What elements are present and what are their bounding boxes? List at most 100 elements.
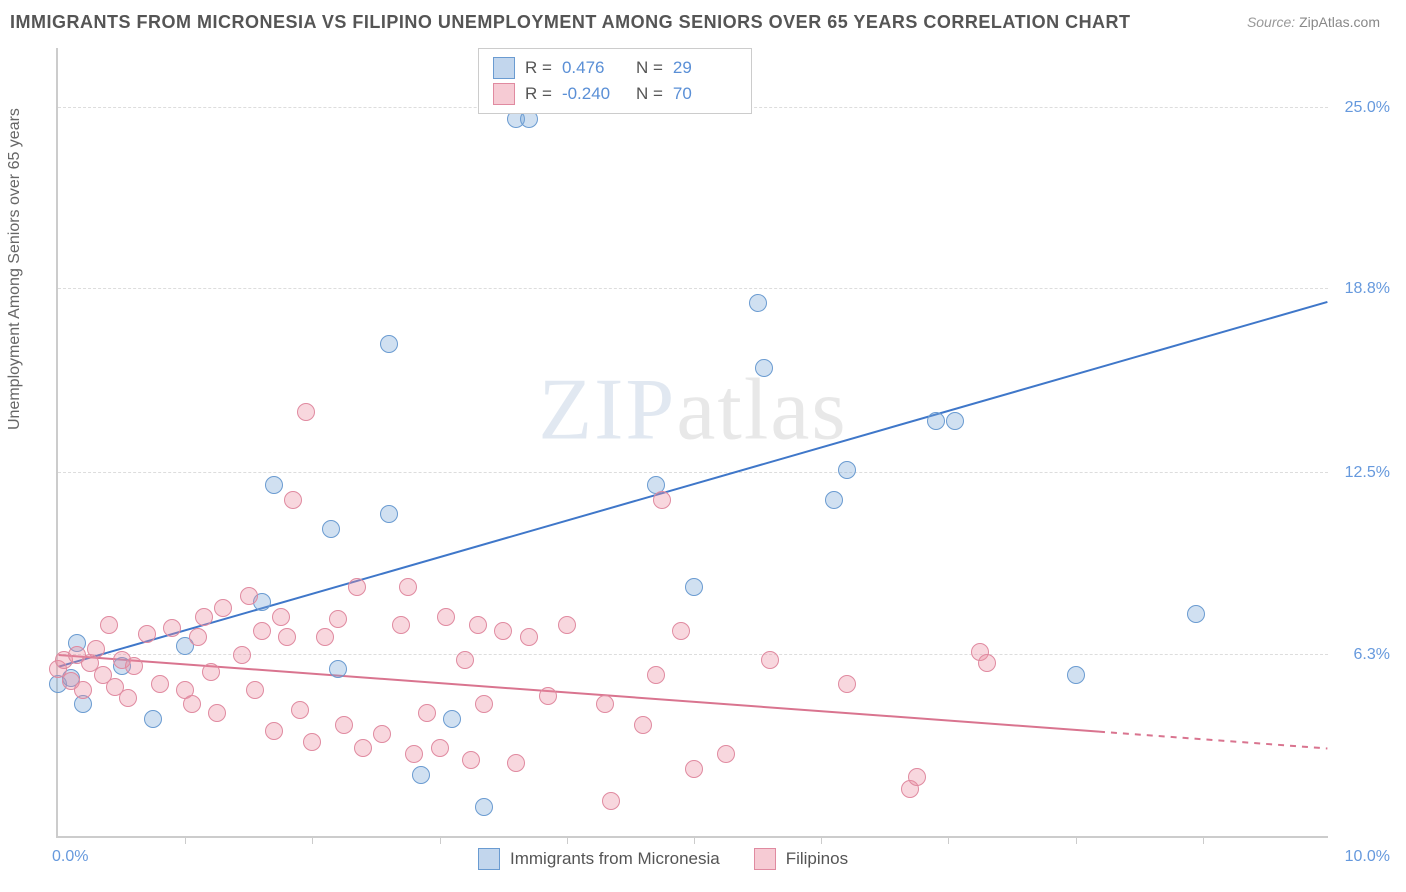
scatter-point-pink <box>761 651 779 669</box>
scatter-point-blue <box>412 766 430 784</box>
x-tick <box>1076 836 1077 844</box>
x-axis-min-label: 0.0% <box>52 848 88 866</box>
series-legend: Immigrants from Micronesia Filipinos <box>478 848 848 870</box>
n-value-pink: 70 <box>673 84 737 104</box>
r-value-pink: -0.240 <box>562 84 626 104</box>
scatter-point-blue <box>265 476 283 494</box>
r-value-blue: 0.476 <box>562 58 626 78</box>
x-axis-max-label: 10.0% <box>1345 848 1390 866</box>
scatter-point-pink <box>978 654 996 672</box>
scatter-point-pink <box>437 608 455 626</box>
scatter-point-pink <box>253 622 271 640</box>
scatter-point-pink <box>456 651 474 669</box>
scatter-point-pink <box>208 704 226 722</box>
scatter-point-pink <box>189 628 207 646</box>
scatter-point-blue <box>380 335 398 353</box>
scatter-point-blue <box>329 660 347 678</box>
scatter-point-pink <box>214 599 232 617</box>
scatter-point-blue <box>443 710 461 728</box>
y-tick-label: 6.3% <box>1354 646 1390 664</box>
r-label: R = <box>525 84 552 104</box>
x-tick <box>185 836 186 844</box>
plot-area: ZIPatlas 6.3%12.5%18.8%25.0% 0.0% 10.0% … <box>56 48 1328 838</box>
scatter-point-pink <box>717 745 735 763</box>
scatter-point-pink <box>233 646 251 664</box>
scatter-point-pink <box>316 628 334 646</box>
scatter-point-pink <box>348 578 366 596</box>
swatch-blue <box>493 57 515 79</box>
scatter-point-blue <box>475 798 493 816</box>
trend-lines <box>58 48 1328 836</box>
scatter-point-pink <box>908 768 926 786</box>
n-value-blue: 29 <box>673 58 737 78</box>
scatter-point-pink <box>284 491 302 509</box>
scatter-point-pink <box>462 751 480 769</box>
scatter-point-blue <box>1187 605 1205 623</box>
scatter-point-pink <box>329 610 347 628</box>
scatter-point-pink <box>100 616 118 634</box>
gridline: 18.8% <box>58 288 1328 289</box>
y-axis-label: Unemployment Among Seniors over 65 years <box>6 108 24 430</box>
scatter-point-blue <box>144 710 162 728</box>
scatter-point-pink <box>685 760 703 778</box>
y-tick-label: 25.0% <box>1345 99 1390 117</box>
scatter-point-pink <box>475 695 493 713</box>
y-tick-label: 18.8% <box>1345 280 1390 298</box>
scatter-point-pink <box>634 716 652 734</box>
scatter-point-pink <box>418 704 436 722</box>
x-tick <box>312 836 313 844</box>
scatter-point-pink <box>163 619 181 637</box>
scatter-point-pink <box>246 681 264 699</box>
chart-title: IMMIGRANTS FROM MICRONESIA VS FILIPINO U… <box>10 12 1131 33</box>
legend-item-blue: Immigrants from Micronesia <box>478 848 720 870</box>
scatter-point-pink <box>291 701 309 719</box>
scatter-point-pink <box>596 695 614 713</box>
source-name: ZipAtlas.com <box>1299 14 1380 30</box>
swatch-pink <box>493 83 515 105</box>
y-tick-label: 12.5% <box>1345 464 1390 482</box>
scatter-point-pink <box>240 587 258 605</box>
scatter-point-pink <box>373 725 391 743</box>
x-tick <box>440 836 441 844</box>
scatter-point-pink <box>119 689 137 707</box>
scatter-point-pink <box>558 616 576 634</box>
scatter-point-blue <box>1067 666 1085 684</box>
x-tick <box>1203 836 1204 844</box>
swatch-pink <box>754 848 776 870</box>
scatter-point-pink <box>272 608 290 626</box>
source-attribution: Source: ZipAtlas.com <box>1247 14 1380 30</box>
scatter-point-pink <box>195 608 213 626</box>
scatter-point-pink <box>494 622 512 640</box>
trend-line-pink-dashed <box>1099 732 1327 749</box>
scatter-point-pink <box>183 695 201 713</box>
trend-line-blue <box>59 302 1328 667</box>
legend-row-pink: R = -0.240 N = 70 <box>493 81 737 107</box>
scatter-point-blue <box>946 412 964 430</box>
scatter-point-blue <box>755 359 773 377</box>
legend-row-blue: R = 0.476 N = 29 <box>493 55 737 81</box>
scatter-point-pink <box>297 403 315 421</box>
scatter-point-pink <box>354 739 372 757</box>
watermark: ZIPatlas <box>538 360 847 461</box>
correlation-legend: R = 0.476 N = 29 R = -0.240 N = 70 <box>478 48 752 114</box>
scatter-point-pink <box>399 578 417 596</box>
scatter-point-pink <box>278 628 296 646</box>
scatter-point-pink <box>672 622 690 640</box>
scatter-point-pink <box>303 733 321 751</box>
scatter-point-pink <box>87 640 105 658</box>
x-tick <box>694 836 695 844</box>
scatter-point-blue <box>825 491 843 509</box>
watermark-zip: ZIP <box>538 362 676 459</box>
scatter-point-pink <box>507 754 525 772</box>
scatter-point-pink <box>392 616 410 634</box>
n-label: N = <box>636 58 663 78</box>
chart-container: IMMIGRANTS FROM MICRONESIA VS FILIPINO U… <box>0 0 1406 892</box>
scatter-point-pink <box>138 625 156 643</box>
scatter-point-blue <box>322 520 340 538</box>
scatter-point-pink <box>74 681 92 699</box>
scatter-point-pink <box>520 628 538 646</box>
source-prefix: Source: <box>1247 14 1295 30</box>
scatter-point-pink <box>202 663 220 681</box>
scatter-point-pink <box>431 739 449 757</box>
scatter-point-blue <box>749 294 767 312</box>
